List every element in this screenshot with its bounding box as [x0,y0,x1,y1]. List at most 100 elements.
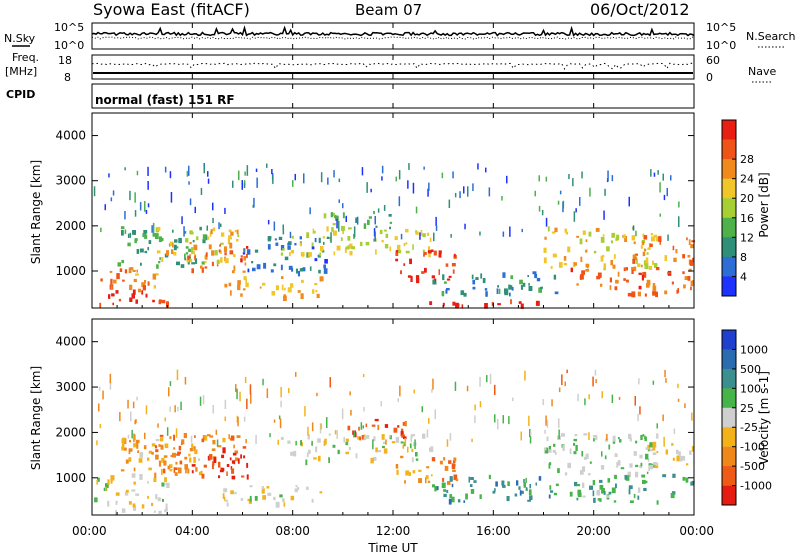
velocity-cell-11-39 [577,489,582,496]
power-scatter-66 [662,173,664,181]
velocity-scatter-155 [428,418,430,424]
velocity-scatter-64 [130,411,132,422]
power-cell-12-6 [600,255,604,262]
velocity-cell-11-28 [569,491,573,497]
velocity-cell-10-35 [652,452,657,455]
power-scatter-27 [398,196,401,207]
power-cell-14-12 [688,239,691,245]
velocity-cell-7-0 [347,425,351,431]
power-scatter-97 [282,224,284,231]
power-cell-6-37 [302,267,306,272]
power-cell-8-5 [348,227,352,230]
power-cell-6-12 [254,249,259,253]
velocity-scatter-38 [336,430,338,439]
velocity-cell-8-10 [453,460,456,463]
velocity-cell-0-10 [166,482,170,489]
power-cell-7-33 [349,243,353,249]
power-cell-11-34 [445,289,448,294]
velocity-cell-0-15 [155,494,158,500]
power-cell-7-56 [313,230,316,234]
velocity-cell-0-2 [135,493,140,496]
velocity-cell-9-40 [449,494,453,499]
power-cell-14-0 [659,240,661,245]
power-cell-13-17 [664,290,668,295]
power-scatter-129 [164,166,167,173]
power-cell-7-12 [300,252,305,257]
velocity-cell-11-34 [599,484,604,490]
power-cell-6-16 [267,236,272,240]
power-scatter-47 [327,177,329,185]
velocity-cell-2-44 [125,459,129,464]
power-scatter-132 [134,192,136,203]
power-cell-2-41 [183,231,187,234]
velocity-cell-10-47 [581,466,586,472]
velocity-cell-1-15 [165,503,168,510]
power-cell-6-8 [317,254,321,258]
velocity-cell-9-38 [525,488,528,491]
power-scatter-74 [207,171,209,177]
power-cell-11-3 [485,291,488,297]
power-scatter-108 [452,171,454,179]
velocity-cell-5-12 [223,496,226,501]
velocity-cell-11-17 [599,479,603,483]
power-cell-4-19 [233,265,236,271]
velocity-scatter-67 [494,384,496,396]
power-scatter-21 [356,216,359,225]
velocity-cell-2-45 [161,468,163,475]
power-cell-2-11 [172,229,174,233]
power-cell-6-40 [243,248,246,252]
velocity-colorbar-segment-2 [722,368,736,389]
velocity-cell-10-48 [635,464,639,468]
power-cell-3-17 [173,251,177,256]
power-cell-0-6 [153,285,156,289]
power-cell-1-10 [166,301,169,308]
velocity-cell-8-12 [418,469,422,472]
power-cell-2-45 [201,261,205,265]
power-cell-9-4 [453,254,457,259]
power-scatter-119 [151,225,153,233]
power-scatter-105 [224,207,226,214]
power-cell-9-23 [409,258,412,265]
power-colorbar-label: Power [dB] [757,172,771,237]
velocity-scatter-73 [466,385,469,392]
power-cell-12-31 [643,260,648,266]
power-scatter-144 [545,217,548,227]
power-cell-7-5 [333,251,336,256]
velocity-cell-7-10 [401,434,405,438]
velocity-cell-5-29 [230,490,234,495]
velocity-cell-9-45 [516,480,519,486]
power-cell-7-0 [405,242,408,245]
velocity-cell-2-14 [133,434,136,441]
velocity-cell-3-18 [181,439,185,445]
velocity-cell-3-0 [163,468,166,474]
power-cell-2-4 [124,229,127,235]
power-cell-1-3 [118,298,122,302]
power-cell-10-2 [491,302,494,306]
velocity-cell-10-52 [620,467,625,470]
power-cell-3-5 [166,250,169,256]
power-cell-4-12 [219,244,221,247]
power-scatter-78 [152,222,155,234]
velocity-cell-1-13 [162,498,164,502]
velocity-cell-6-11 [306,452,309,458]
velocity-scatter-4 [362,373,365,378]
velocity-cell-6-6 [315,446,318,453]
velocity-cell-9-47 [446,489,449,493]
velocity-cell-1-11 [153,510,156,513]
velocity-cell-8-6 [400,455,404,459]
power-cell-13-25 [581,270,585,275]
velocity-cell-8-17 [453,474,458,481]
cpid-label: CPID [6,88,35,101]
power-cell-13-7 [642,271,647,278]
power-cell-3-21 [236,229,239,235]
power-scatter-158 [464,223,466,230]
velocity-cell-9-0 [529,484,532,489]
power-cell-13-24 [580,274,584,280]
velocity-cell-8-24 [444,465,449,471]
power-cell-12-66 [645,257,649,264]
power-cell-3-16 [171,249,174,255]
power-scatter-44 [220,223,222,228]
power-scatter-77 [127,233,130,238]
velocity-colorbar-segment-0 [722,330,736,350]
velocity-scatter-22 [133,433,135,443]
